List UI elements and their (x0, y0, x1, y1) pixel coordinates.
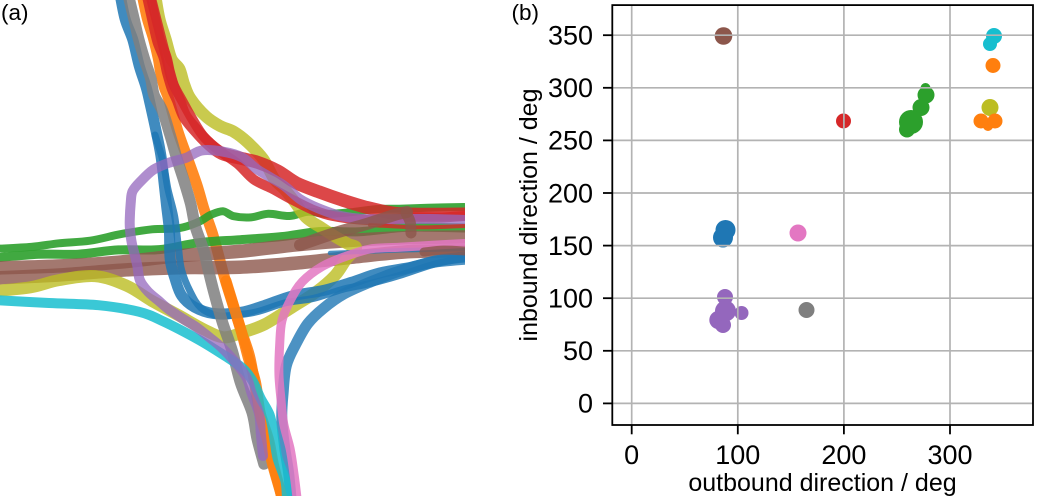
svg-text:0: 0 (578, 389, 593, 419)
svg-text:50: 50 (563, 336, 593, 366)
svg-text:100: 100 (715, 440, 760, 470)
svg-text:inbound direction / deg: inbound direction / deg (515, 89, 543, 342)
svg-text:350: 350 (548, 21, 593, 51)
svg-text:200: 200 (821, 440, 866, 470)
svg-text:250: 250 (548, 126, 593, 156)
svg-text:200: 200 (548, 178, 593, 208)
svg-text:0: 0 (624, 440, 639, 470)
svg-text:(a): (a) (1, 0, 29, 25)
svg-text:300: 300 (548, 73, 593, 103)
svg-text:300: 300 (927, 440, 972, 470)
svg-text:150: 150 (548, 231, 593, 261)
svg-text:(b): (b) (512, 0, 540, 25)
svg-text:100: 100 (548, 284, 593, 314)
svg-text:outbound direction / deg: outbound direction / deg (688, 469, 956, 496)
